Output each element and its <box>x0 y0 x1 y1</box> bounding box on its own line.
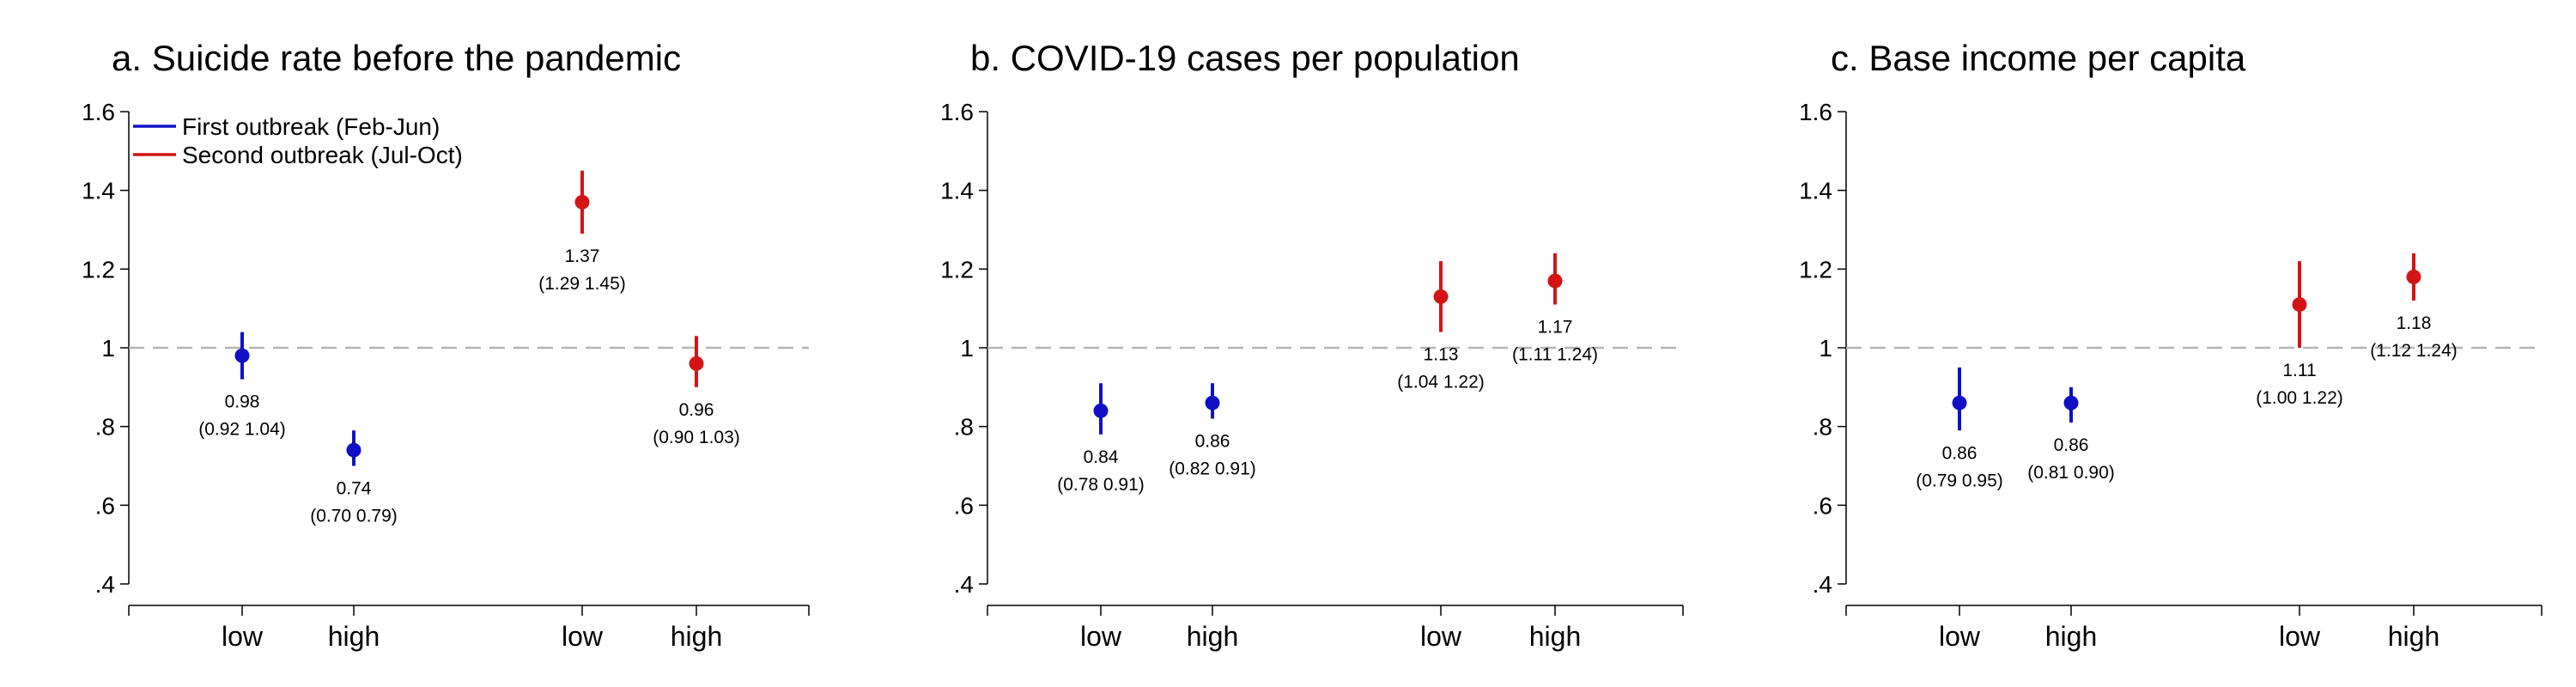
data-label: 0.98 <box>225 392 260 412</box>
x-tick-label-low: low <box>222 621 264 652</box>
data-point <box>1433 289 1449 304</box>
data-point <box>1093 403 1109 418</box>
y-tick-label: 1.4 <box>940 178 974 204</box>
data-point <box>1547 273 1563 289</box>
data-label: 1.18 <box>2397 313 2432 333</box>
chart-panel-b: b. COVID-19 cases per population .4 .6 .8 1 1… <box>940 38 1684 652</box>
data-point <box>1952 395 1967 410</box>
x-tick-label-low: low <box>2279 621 2321 652</box>
data-point <box>574 194 590 210</box>
panel-title: c. Base income per capita <box>1831 38 2246 78</box>
data-label: 1.17 <box>1538 318 1573 337</box>
y-tick-label: 1.2 <box>940 256 974 283</box>
y-tick-label: .8 <box>95 414 115 441</box>
x-tick-label-high: high <box>1529 621 1582 652</box>
data-label: 0.96 <box>679 400 714 420</box>
x-tick-label-high: high <box>671 621 723 652</box>
panel-title: b. COVID-19 cases per population <box>970 38 1520 78</box>
ci-label: (1.12 1.24) <box>2370 341 2458 361</box>
ci-label: (0.92 1.04) <box>198 420 286 440</box>
chart-panel-a: a. Suicide rate before the pandemic .4 .6.… <box>82 38 810 652</box>
y-tick-label: 1.6 <box>82 99 115 125</box>
x-tick-label-high: high <box>2388 621 2440 652</box>
x-tick-label-low: low <box>1420 621 1462 652</box>
data-label: 0.74 <box>337 479 372 499</box>
y-tick-label: 1.6 <box>1799 99 1832 125</box>
y-tick-label: .8 <box>1813 414 1832 441</box>
data-label: 0.86 <box>1942 443 1978 463</box>
x-tick-label-low: low <box>562 621 604 652</box>
ci-label: (1.11 1.24) <box>1512 345 1598 365</box>
ci-label: (0.79 0.95) <box>1916 471 2003 490</box>
data-label: 0.86 <box>2054 435 2089 455</box>
data-label: 1.37 <box>565 246 600 266</box>
ci-label: (0.78 0.91) <box>1057 475 1145 495</box>
panel-title: a. Suicide rate before the pandemic <box>112 38 681 78</box>
y-tick-label: .4 <box>954 571 974 598</box>
data-point <box>689 356 704 371</box>
y-tick-label: 1.2 <box>1799 256 1832 283</box>
ci-label: (1.29 1.45) <box>538 274 626 294</box>
data-label: 0.86 <box>1195 432 1230 452</box>
ci-label: (0.82 0.91) <box>1169 459 1256 479</box>
x-tick-label-high: high <box>328 621 380 652</box>
y-tick-label: 1.4 <box>82 178 115 204</box>
chart-panel-c: c. Base income per capita .4 .6 .8 1 1.2 1.4 1.… <box>1799 38 2543 652</box>
data-point <box>2063 395 2079 410</box>
legend: First outbreak (Feb-Jun)Second outbreak … <box>133 113 463 168</box>
x-tick-label-low: low <box>1080 621 1122 652</box>
x-tick-label-high: high <box>2045 621 2098 652</box>
ci-label: (0.90 1.03) <box>653 428 740 447</box>
y-tick-label: .6 <box>954 492 974 519</box>
ci-label: (1.00 1.22) <box>2256 388 2343 408</box>
y-tick-label: 1 <box>960 335 974 362</box>
data-point <box>2292 297 2307 313</box>
y-tick-label: .4 <box>1813 571 1832 598</box>
data-label: 0.84 <box>1084 447 1119 467</box>
ci-label: (1.04 1.22) <box>1397 373 1485 392</box>
x-tick-label-high: high <box>1187 621 1239 652</box>
y-tick-label: 1 <box>1819 335 1832 362</box>
y-tick-label: .8 <box>954 414 974 441</box>
legend-label: Second outbreak (Jul-Oct) <box>182 142 463 168</box>
legend-label: First outbreak (Feb-Jun) <box>182 113 440 140</box>
y-tick-label: 1.6 <box>940 99 974 125</box>
data-point <box>2406 270 2421 284</box>
y-tick-label: 1 <box>101 335 115 362</box>
data-point <box>234 348 250 363</box>
data-point <box>1205 395 1220 410</box>
x-tick-label-low: low <box>1939 621 1981 652</box>
ci-label: (0.70 0.79) <box>310 507 398 526</box>
data-point <box>346 442 361 458</box>
y-tick-label: 1.2 <box>82 256 115 283</box>
y-tick-label: .4 <box>95 571 115 598</box>
data-label: 1.11 <box>2282 361 2316 380</box>
y-tick-label: 1.4 <box>1799 178 1832 204</box>
y-tick-label: .6 <box>1813 492 1832 519</box>
data-label: 1.13 <box>1424 345 1459 365</box>
ci-label: (0.81 0.90) <box>2027 463 2115 483</box>
y-tick-label: .6 <box>95 492 115 519</box>
